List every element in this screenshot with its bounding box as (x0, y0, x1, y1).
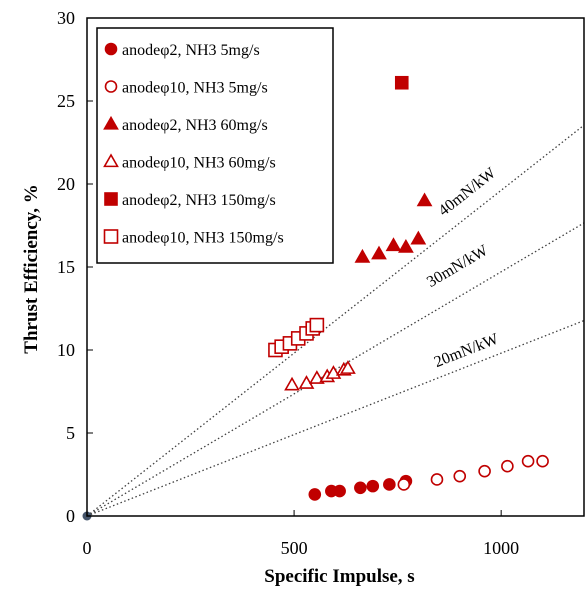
data-point (383, 478, 396, 491)
y-tick-label: 20 (57, 174, 75, 194)
data-point (398, 238, 414, 253)
legend-label: anodeφ10, NH3 5mg/s (122, 80, 268, 97)
reference-label-background (423, 241, 492, 292)
data-point (397, 478, 411, 491)
reference-label-group-1: 30mN/kW (423, 241, 492, 292)
y-tick-label: 25 (57, 91, 75, 111)
data-point (333, 484, 346, 498)
data-point (354, 248, 371, 263)
legend-marker (104, 80, 118, 93)
legend-marker (104, 42, 118, 56)
data-point (453, 469, 467, 483)
reference-label-background (435, 164, 500, 220)
y-tick-label: 10 (57, 340, 75, 360)
data-point (309, 317, 325, 333)
y-tick-label: 5 (66, 423, 75, 443)
y-axis-title: Thrust Efficiency, % (21, 184, 42, 353)
y-tick-label: 0 (66, 506, 75, 526)
data-point (536, 454, 549, 468)
y-tick-label: 15 (57, 257, 75, 277)
reference-label-background (431, 330, 502, 372)
data-point (354, 481, 367, 495)
reference-line-label: 40mN/kW (436, 164, 500, 220)
data-point (284, 376, 300, 391)
legend: anodeφ2, NH3 5mg/s anodeφ10, NH3 5mg/s ano… (96, 27, 334, 264)
data-point (366, 479, 380, 493)
x-tick-label: 0 (83, 538, 92, 558)
legend-marker (103, 115, 119, 130)
reference-line-2 (87, 319, 584, 516)
legend-label: anodeφ2, NH3 5mg/s (122, 42, 260, 59)
legend-label: anodeφ2, NH3 60mg/s (122, 117, 268, 134)
axis-ticks: 0 5 10 15 20 25 30 0 500 1000 (57, 8, 519, 558)
data-point (340, 360, 356, 374)
reference-label-group-2: 20mN/kW (431, 330, 502, 372)
reference-line-label: 20mN/kW (432, 330, 502, 371)
data-point (385, 237, 402, 252)
data-point (410, 230, 427, 245)
data-point (501, 459, 514, 473)
data-point (308, 488, 322, 501)
data-point (521, 454, 535, 468)
legend-marker (104, 192, 118, 206)
data-point (430, 473, 444, 486)
legend-marker (103, 229, 119, 244)
x-tick-label: 500 (281, 538, 308, 558)
legend-label: anodeφ10, NH3 60mg/s (122, 155, 276, 172)
data-point (298, 375, 315, 389)
data-point (308, 370, 325, 384)
data-point (394, 75, 409, 90)
data-point (478, 464, 491, 478)
legend-marker (103, 153, 119, 168)
reference-label-group-0: 40mN/kW (435, 164, 500, 220)
x-tick-label: 1000 (483, 538, 519, 558)
legend-box (96, 27, 334, 264)
x-axis-title: Specific Impulse, s (264, 566, 414, 587)
data-point (371, 245, 387, 260)
legend-label: anodeφ2, NH3 150mg/s (122, 192, 276, 209)
reference-line-0 (87, 124, 584, 516)
data-point (416, 192, 433, 207)
y-tick-label: 30 (57, 8, 75, 28)
data-points (82, 75, 549, 521)
reference-line-label: 30mN/kW (424, 242, 492, 291)
legend-label: anodeφ10, NH3 150mg/s (122, 230, 284, 247)
